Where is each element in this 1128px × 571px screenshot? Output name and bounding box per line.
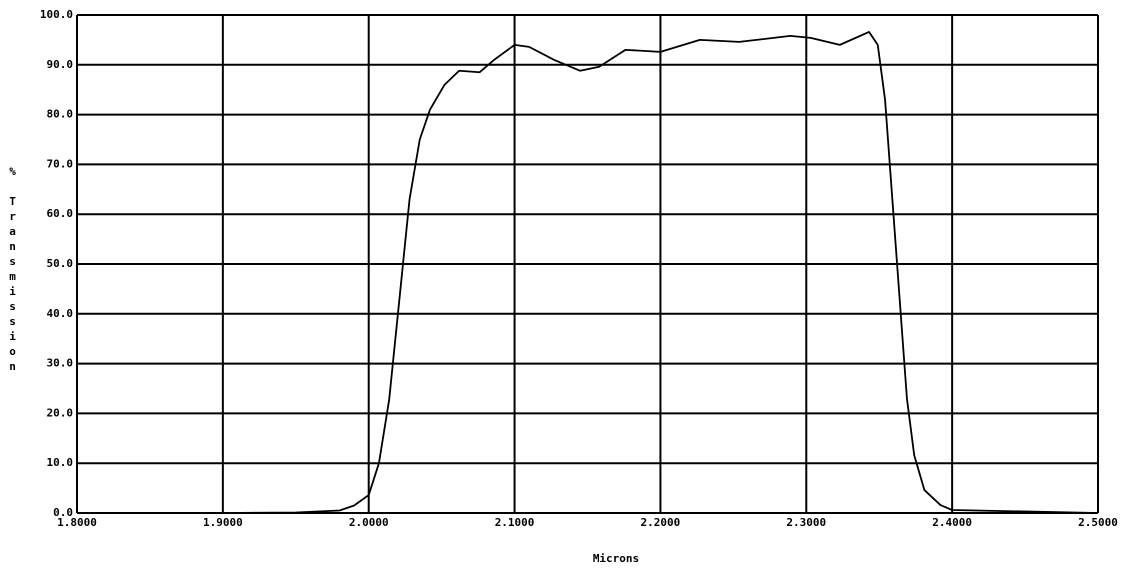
- x-tick-label: 1.9000: [203, 516, 243, 529]
- y-tick-label: 80.0: [47, 108, 74, 121]
- x-tick-label: 1.8000: [57, 516, 97, 529]
- y-tick-label: 40.0: [47, 307, 74, 320]
- y-tick-label: 90.0: [47, 58, 74, 71]
- y-tick-label: 70.0: [47, 157, 74, 170]
- x-tick-label: 2.4000: [932, 516, 972, 529]
- y-tick-label: 100.0: [40, 8, 73, 21]
- y-tick-label: 30.0: [47, 357, 74, 370]
- y-tick-label: 0.0: [53, 506, 73, 519]
- x-tick-label: 2.5000: [1078, 516, 1118, 529]
- x-tick-label: 2.2000: [641, 516, 681, 529]
- x-tick-label: 2.0000: [349, 516, 389, 529]
- x-tick-label: 2.3000: [786, 516, 826, 529]
- data-line: [77, 31, 1099, 514]
- y-axis-label: % Transmission: [6, 165, 19, 375]
- y-tick-label: 10.0: [47, 456, 74, 469]
- y-tick-label: 20.0: [47, 406, 74, 419]
- y-tick-label: 60.0: [47, 207, 74, 220]
- x-tick-label: 2.1000: [495, 516, 535, 529]
- y-tick-label: 50.0: [47, 257, 74, 270]
- x-axis-label: Microns: [593, 552, 639, 565]
